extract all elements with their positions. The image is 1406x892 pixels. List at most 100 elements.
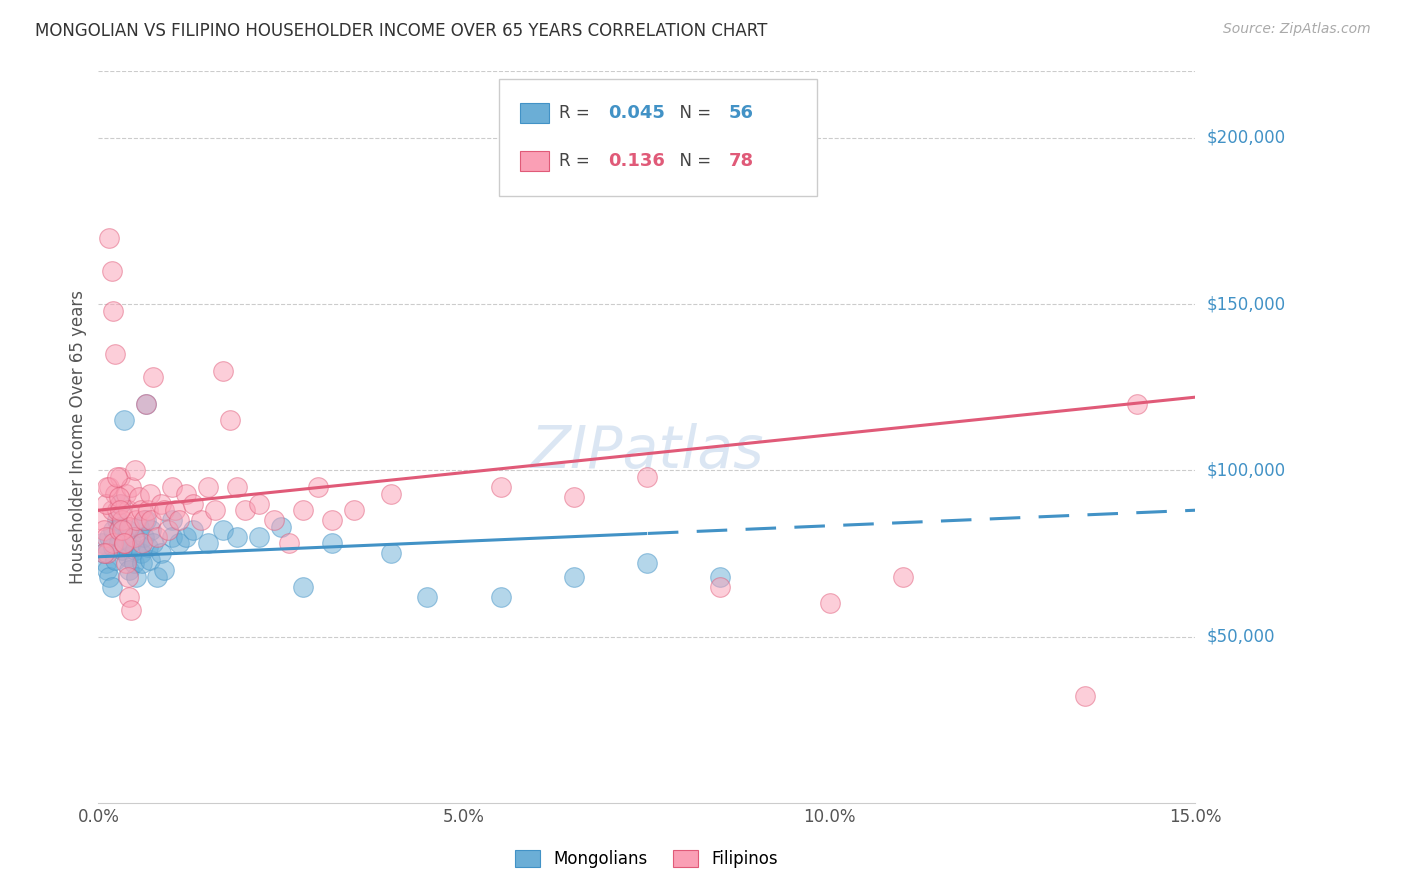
Point: [96, 480, 118, 494]
Point: [131, 536, 153, 550]
Point: [120, 603, 142, 617]
Point: [226, 480, 249, 494]
Point: [197, 480, 219, 494]
Point: [160, 513, 183, 527]
Point: [149, 546, 172, 560]
Point: [380, 486, 402, 500]
Point: [636, 470, 658, 484]
Point: [117, 503, 139, 517]
Point: [101, 523, 124, 537]
Point: [136, 503, 159, 517]
FancyBboxPatch shape: [520, 103, 550, 123]
Point: [103, 553, 125, 567]
Point: [117, 549, 139, 564]
Text: R =: R =: [560, 104, 595, 122]
Point: [103, 347, 125, 361]
Point: [98, 570, 121, 584]
Point: [233, 503, 256, 517]
Point: [277, 536, 299, 550]
Point: [124, 530, 146, 544]
Point: [174, 530, 197, 544]
Text: 0.136: 0.136: [609, 153, 665, 170]
Point: [110, 470, 132, 484]
Text: 0.045: 0.045: [609, 104, 665, 122]
Point: [292, 580, 315, 594]
Point: [211, 523, 233, 537]
Point: [135, 513, 157, 527]
Point: [93, 546, 115, 560]
Point: [118, 520, 141, 534]
Point: [321, 536, 343, 550]
Point: [135, 397, 157, 411]
Point: [117, 570, 139, 584]
Point: [110, 520, 132, 534]
Point: [146, 530, 169, 544]
Point: [160, 480, 183, 494]
Text: R =: R =: [560, 153, 595, 170]
Point: [489, 590, 512, 604]
Point: [120, 480, 142, 494]
Point: [153, 563, 176, 577]
Point: [211, 363, 233, 377]
Point: [105, 470, 128, 484]
Point: [94, 530, 117, 544]
Point: [96, 546, 118, 560]
Point: [204, 503, 226, 517]
Point: [636, 557, 658, 571]
Point: [562, 490, 585, 504]
Point: [100, 580, 122, 594]
Point: [125, 513, 148, 527]
Point: [138, 486, 160, 500]
Point: [120, 536, 142, 550]
Point: [197, 536, 219, 550]
Point: [321, 513, 343, 527]
Text: 78: 78: [730, 153, 754, 170]
Point: [112, 413, 135, 427]
Point: [105, 513, 128, 527]
Point: [891, 570, 914, 584]
Point: [101, 540, 124, 554]
Point: [146, 570, 169, 584]
Point: [380, 546, 402, 560]
Text: ZIPatlas: ZIPatlas: [530, 423, 763, 480]
Point: [115, 486, 138, 500]
Point: [112, 536, 135, 550]
Point: [122, 557, 145, 571]
Point: [709, 570, 731, 584]
Point: [226, 530, 249, 544]
Point: [263, 513, 285, 527]
Point: [108, 536, 131, 550]
FancyBboxPatch shape: [520, 152, 550, 171]
Point: [115, 533, 138, 548]
Point: [101, 303, 124, 318]
Point: [128, 520, 150, 534]
Point: [307, 480, 329, 494]
Point: [111, 523, 134, 537]
Point: [219, 413, 242, 427]
Point: [292, 503, 315, 517]
Point: [1074, 690, 1097, 704]
Point: [108, 523, 131, 537]
Point: [91, 513, 114, 527]
Point: [190, 513, 212, 527]
Point: [128, 490, 150, 504]
Point: [98, 230, 121, 244]
Text: $50,000: $50,000: [1206, 628, 1275, 646]
Point: [183, 497, 205, 511]
Legend: Mongolians, Filipinos: Mongolians, Filipinos: [509, 844, 785, 875]
Point: [110, 497, 132, 511]
Point: [1125, 397, 1147, 411]
FancyBboxPatch shape: [499, 78, 817, 195]
Point: [101, 536, 124, 550]
Text: N =: N =: [669, 153, 716, 170]
Point: [132, 513, 155, 527]
Text: N =: N =: [669, 104, 716, 122]
Point: [343, 503, 366, 517]
Point: [247, 497, 270, 511]
Point: [131, 557, 153, 571]
Text: $200,000: $200,000: [1206, 128, 1285, 147]
Point: [709, 580, 731, 594]
Point: [111, 513, 134, 527]
Point: [136, 540, 159, 554]
Point: [167, 513, 190, 527]
